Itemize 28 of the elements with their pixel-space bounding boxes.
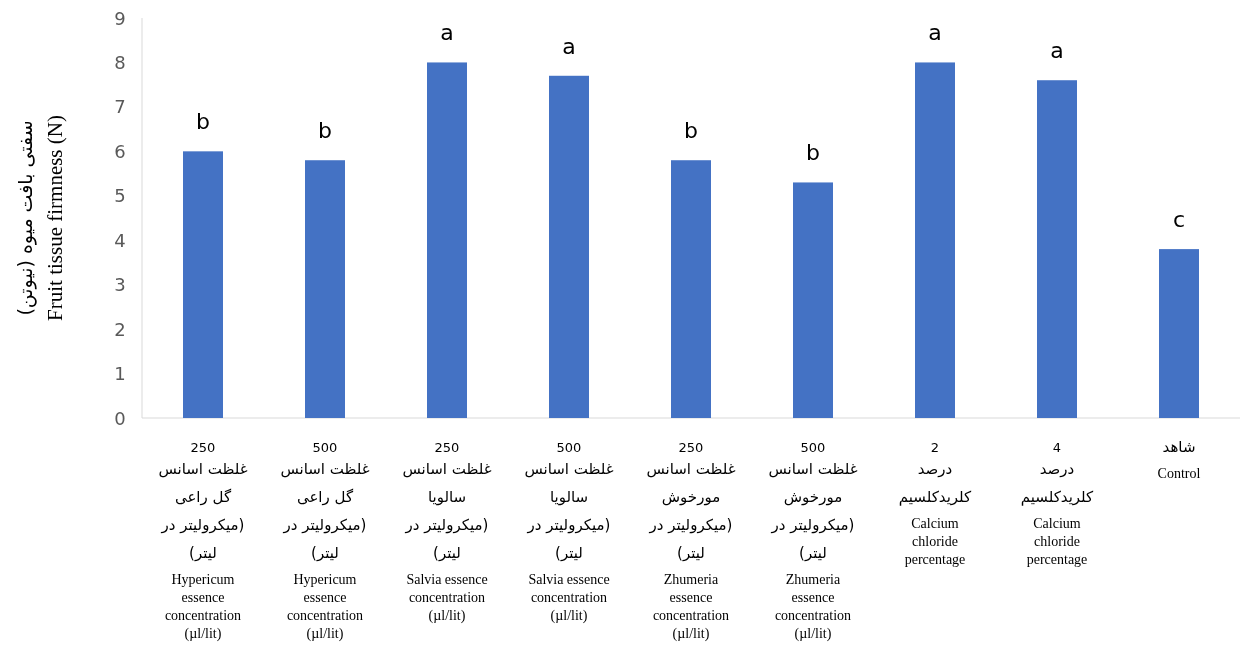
y-tick-label: 1 [114,363,126,385]
annotation: a [562,33,576,59]
bar [1159,249,1199,418]
bar [427,62,467,418]
annotation: a [1050,38,1064,64]
annotation: b [806,140,820,166]
bar [549,75,589,418]
y-tick-label: 7 [114,96,126,118]
annotation: a [928,20,942,46]
y-tick-label: 4 [114,229,126,251]
y-tick-label: 0 [114,407,126,429]
annotation: a [440,20,454,46]
annotation: b [318,118,332,144]
y-tick-label: 8 [114,51,126,73]
annotation: b [684,118,698,144]
y-tick-label: 5 [114,185,126,207]
y-tick-label: 2 [114,318,126,340]
annotation: b [196,109,210,135]
bar [915,62,955,418]
bar [1037,80,1077,418]
y-tick-label: 6 [114,140,126,162]
bar [671,160,711,418]
bar [793,182,833,418]
y-tick-label: 3 [114,274,126,296]
annotation: c [1172,207,1186,233]
bar [183,151,223,418]
y-tick-label: 9 [114,7,126,29]
bar [305,160,345,418]
